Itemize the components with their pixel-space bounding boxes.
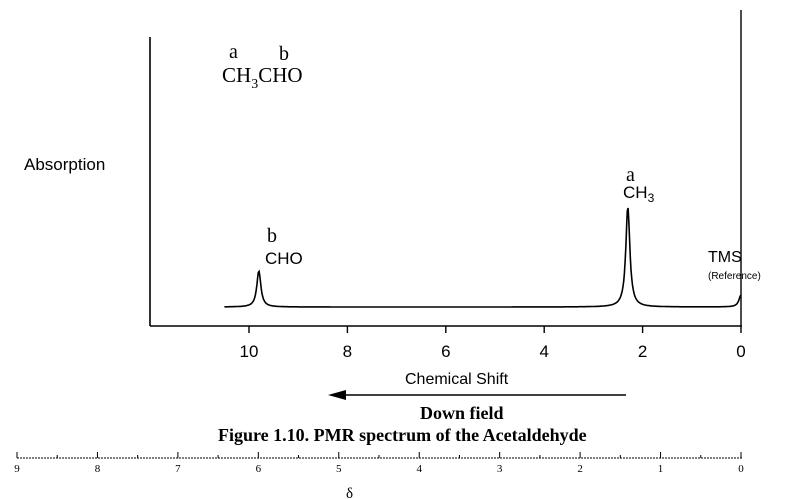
formula-subscript: 3 bbox=[251, 77, 258, 92]
formula-ch: CH bbox=[222, 63, 251, 87]
ch3-subscript: 3 bbox=[648, 191, 655, 205]
delta-tick-label: 4 bbox=[416, 463, 422, 475]
spectrum-trace bbox=[224, 207, 742, 308]
cho-peak-letter: b bbox=[267, 225, 277, 247]
delta-tick-label: 3 bbox=[497, 463, 503, 475]
delta-scale-label: δ bbox=[346, 486, 353, 499]
delta-tick-label: 0 bbox=[738, 463, 744, 475]
main-x-tick-label: 8 bbox=[343, 342, 352, 361]
x-axis-title: Chemical Shift bbox=[405, 371, 509, 388]
delta-tick-label: 7 bbox=[175, 463, 181, 475]
ch3-peak-letter: a bbox=[626, 164, 635, 186]
delta-tick-label: 6 bbox=[256, 463, 262, 475]
ch3-group: CH bbox=[623, 183, 648, 202]
main-x-tick-label: 10 bbox=[240, 342, 259, 361]
main-x-ticks: 10 8 6 4 2 0 bbox=[240, 326, 746, 361]
main-x-tick-label: 0 bbox=[736, 342, 745, 361]
delta-tick-label: 5 bbox=[336, 463, 342, 475]
delta-tick-label: 9 bbox=[14, 463, 20, 475]
y-axis-title: Absorption bbox=[24, 155, 105, 174]
downfield-arrowhead bbox=[328, 390, 346, 400]
ch3-peak-label: CH3 bbox=[623, 183, 655, 205]
tms-peak-label: TMS bbox=[708, 249, 742, 266]
tms-reference-note: (Reference) bbox=[708, 271, 761, 282]
main-x-tick-label: 6 bbox=[441, 342, 450, 361]
figure-caption: Figure 1.10. PMR spectrum of the Acetald… bbox=[218, 425, 587, 445]
molecule-letter-b: b bbox=[279, 43, 289, 65]
cho-peak-label: CHO bbox=[265, 249, 303, 268]
molecule-formula: CH3CHO bbox=[222, 63, 303, 92]
downfield-label: Down field bbox=[420, 403, 504, 423]
delta-tick-label: 8 bbox=[95, 463, 101, 475]
main-x-tick-label: 4 bbox=[539, 342, 548, 361]
delta-tick-label: 1 bbox=[658, 463, 664, 475]
delta-tick-label: 2 bbox=[577, 463, 583, 475]
formula-cho: CHO bbox=[258, 63, 302, 87]
main-x-tick-label: 2 bbox=[638, 342, 647, 361]
molecule-letter-a: a bbox=[229, 41, 238, 63]
delta-scale-ticks: 9 8 7 6 5 4 3 2 1 0 bbox=[14, 452, 744, 475]
